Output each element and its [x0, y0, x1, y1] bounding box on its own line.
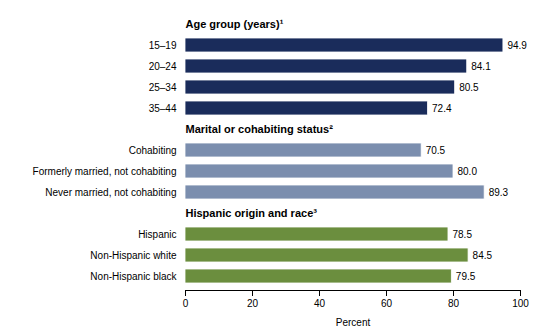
svg-text:79.5: 79.5 [456, 271, 476, 282]
svg-text:Cohabiting: Cohabiting [129, 145, 177, 156]
svg-text:80: 80 [448, 298, 460, 309]
svg-text:25–34: 25–34 [149, 82, 177, 93]
svg-text:80.5: 80.5 [459, 82, 479, 93]
svg-text:Hispanic: Hispanic [138, 229, 176, 240]
svg-text:0: 0 [183, 298, 189, 309]
svg-text:72.4: 72.4 [432, 103, 452, 114]
svg-text:Non-Hispanic white: Non-Hispanic white [90, 250, 177, 261]
svg-text:Non-Hispanic black: Non-Hispanic black [90, 271, 177, 282]
svg-text:84.5: 84.5 [473, 250, 493, 261]
svg-text:60: 60 [381, 298, 393, 309]
svg-text:Hispanic origin and race³: Hispanic origin and race³ [186, 207, 318, 219]
svg-text:15–19: 15–19 [149, 40, 177, 51]
svg-text:78.5: 78.5 [452, 229, 472, 240]
svg-text:Age group (years)¹: Age group (years)¹ [186, 18, 284, 30]
svg-text:35–44: 35–44 [149, 103, 177, 114]
svg-text:89.3: 89.3 [489, 187, 509, 198]
svg-text:Marital or cohabiting status²: Marital or cohabiting status² [186, 123, 334, 135]
svg-text:70.5: 70.5 [426, 145, 446, 156]
svg-text:20–24: 20–24 [149, 61, 177, 72]
svg-text:94.9: 94.9 [507, 40, 527, 51]
svg-text:Formerly married, not cohabiti: Formerly married, not cohabiting [33, 166, 177, 177]
svg-text:20: 20 [247, 298, 259, 309]
svg-text:100: 100 [512, 298, 529, 309]
svg-text:40: 40 [314, 298, 326, 309]
svg-text:80.0: 80.0 [458, 166, 478, 177]
svg-text:84.1: 84.1 [471, 61, 491, 72]
svg-text:Never married, not cohabiting: Never married, not cohabiting [45, 187, 176, 198]
svg-text:Percent: Percent [336, 317, 371, 328]
